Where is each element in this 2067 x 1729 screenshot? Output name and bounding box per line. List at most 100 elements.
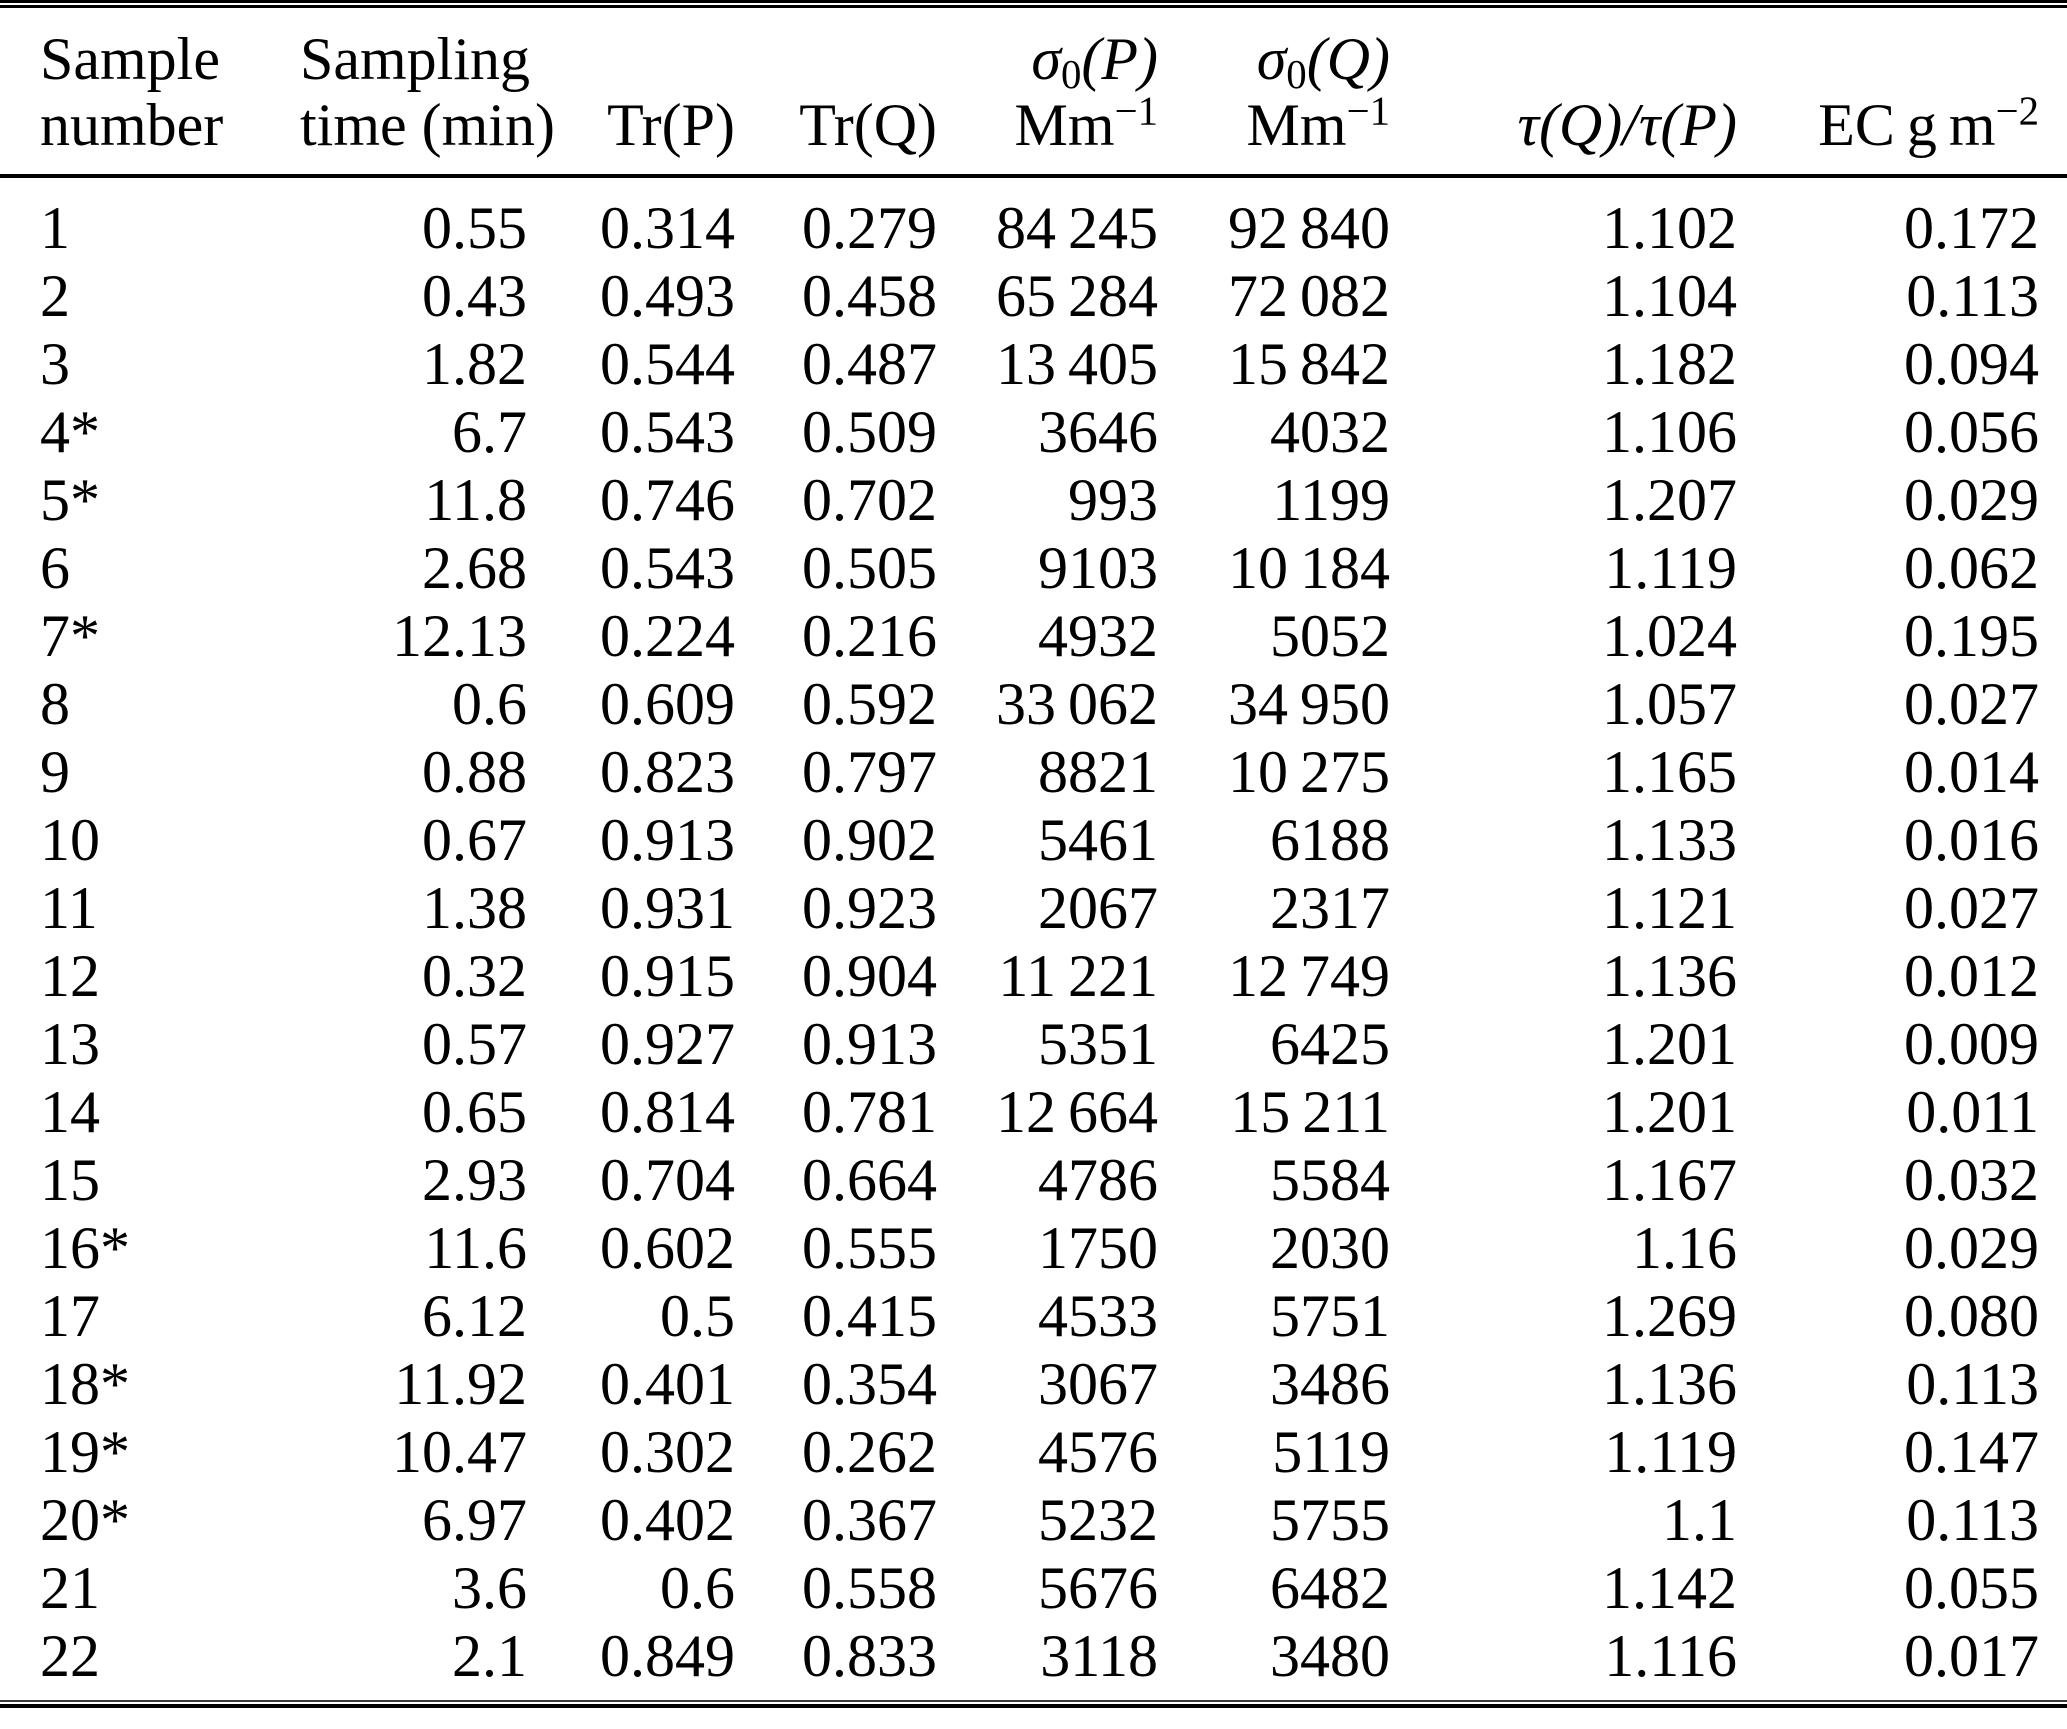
table-row: 22 2.1 0.849 0.833 3118 3480 1.116 0.017 <box>0 1622 2067 1700</box>
table-top-rule <box>0 0 2067 8</box>
cell-sigma0-q: 4032 <box>1270 399 1390 465</box>
cell-sigma0-q: 5119 <box>1272 1419 1390 1485</box>
cell-sigma0-p: 11 221 <box>998 943 1158 1009</box>
cell-sigma0-q: 3486 <box>1270 1351 1390 1417</box>
cell-sigma0-q: 1199 <box>1272 467 1390 533</box>
cell-sampling-time: 0.88 <box>422 739 527 805</box>
cell-sampling-time: 1.38 <box>422 875 527 941</box>
cell-ec: 0.032 <box>1904 1147 2039 1213</box>
col-header-tr-q: Tr(Q) <box>735 8 937 178</box>
header-tr-q-label: Tr(Q) <box>799 92 937 158</box>
cell-sigma0-p: 993 <box>1068 467 1158 533</box>
cell-tr-p: 0.823 <box>600 739 735 805</box>
cell-sigma0-p: 3118 <box>1040 1623 1158 1689</box>
cell-sigma0-p: 8821 <box>1038 739 1158 805</box>
cell-tr-q: 0.702 <box>802 467 937 533</box>
col-header-sigma0-q: σ0(Q) Mm−1 <box>1158 8 1390 178</box>
col-header-sigma0-p: σ0(P) Mm−1 <box>937 8 1158 178</box>
cell-tr-q: 0.797 <box>802 739 937 805</box>
cell-tr-p: 0.746 <box>600 467 735 533</box>
cell-tau-ratio: 1.119 <box>1604 1419 1737 1485</box>
col-header-sample-number: Sample number <box>0 8 300 178</box>
cell-sampling-time: 0.32 <box>422 943 527 1009</box>
cell-sampling-time: 0.65 <box>422 1079 527 1145</box>
cell-sampling-time: 11.92 <box>394 1351 527 1417</box>
ec-unit-base: EC g m <box>1818 92 1996 158</box>
header-row: Sample number Sampling time (min) Tr(P) … <box>0 8 2067 178</box>
table-row: 14 0.65 0.814 0.781 12 664 15 211 1.201 0.011 <box>0 1078 2067 1146</box>
table-row: 6 2.68 0.543 0.505 9103 10 184 1.119 0.062 <box>0 534 2067 602</box>
cell-tr-p: 0.402 <box>600 1487 735 1553</box>
cell-tr-p: 0.302 <box>600 1419 735 1485</box>
cell-tau-ratio: 1.116 <box>1604 1623 1737 1689</box>
sigma-subscript: 0 <box>1286 51 1307 97</box>
cell-sampling-time: 10.47 <box>392 1419 527 1485</box>
cell-tr-p: 0.493 <box>600 263 735 329</box>
table-row: 20* 6.97 0.402 0.367 5232 5755 1.1 0.113 <box>0 1486 2067 1554</box>
header-ec-label: EC g m−2 <box>1737 91 2039 158</box>
cell-tr-q: 0.487 <box>802 331 937 397</box>
cell-tau-ratio: 1.136 <box>1602 943 1737 1009</box>
cell-sigma0-p: 12 664 <box>995 1079 1158 1145</box>
cell-tr-q: 0.509 <box>802 399 937 465</box>
cell-sigma0-p: 4576 <box>1038 1419 1158 1485</box>
header-sigma0-q-symbol: σ0(Q) <box>1158 26 1390 95</box>
cell-tr-p: 0.401 <box>600 1351 735 1417</box>
cell-sigma0-q: 6188 <box>1270 807 1390 873</box>
table-row: 19* 10.47 0.302 0.262 4576 5119 1.119 0.147 <box>0 1418 2067 1486</box>
cell-sigma0-p: 4786 <box>1038 1147 1158 1213</box>
cell-ec: 0.195 <box>1904 603 2039 669</box>
cell-sample-number: 17 <box>40 1283 100 1349</box>
cell-sample-number: 4* <box>40 399 100 465</box>
cell-ec: 0.027 <box>1904 875 2039 941</box>
cell-tau-ratio: 1.201 <box>1602 1079 1737 1145</box>
cell-tr-p: 0.544 <box>600 331 735 397</box>
cell-tr-p: 0.849 <box>600 1623 735 1689</box>
sigma-glyph: σ <box>1256 26 1287 92</box>
header-sample-line2: number <box>40 92 224 158</box>
cell-sigma0-p: 1750 <box>1038 1215 1158 1281</box>
cell-sample-number: 2 <box>40 263 70 329</box>
cell-tau-ratio: 1.136 <box>1602 1351 1737 1417</box>
cell-ec: 0.009 <box>1904 1011 2039 1077</box>
table-row: 16* 11.6 0.602 0.555 1750 2030 1.16 0.029 <box>0 1214 2067 1282</box>
table-row: 12 0.32 0.915 0.904 11 221 12 749 1.136 0.012 <box>0 942 2067 1010</box>
cell-tr-q: 0.458 <box>802 263 937 329</box>
cell-tau-ratio: 1.1 <box>1662 1487 1737 1553</box>
cell-sampling-time: 2.1 <box>452 1623 527 1689</box>
col-header-tr-p: Tr(P) <box>527 8 735 178</box>
cell-sigma0-q: 2317 <box>1270 875 1390 941</box>
cell-sigma0-q: 15 211 <box>1230 1079 1390 1145</box>
cell-sample-number: 7* <box>40 603 100 669</box>
cell-tr-p: 0.609 <box>600 671 735 737</box>
cell-sigma0-p: 5232 <box>1038 1487 1158 1553</box>
cell-sigma0-p: 3646 <box>1038 399 1158 465</box>
table-row: 21 3.6 0.6 0.558 5676 6482 1.142 0.055 <box>0 1554 2067 1622</box>
cell-sigma0-q: 5584 <box>1270 1147 1390 1213</box>
col-header-ec: EC g m−2 <box>1737 8 2067 178</box>
cell-sigma0-p: 9103 <box>1038 535 1158 601</box>
cell-tr-p: 0.915 <box>600 943 735 1009</box>
cell-tr-q: 0.923 <box>802 875 937 941</box>
cell-sampling-time: 6.12 <box>422 1283 527 1349</box>
cell-sample-number: 10 <box>40 807 100 873</box>
cell-sampling-time: 0.43 <box>422 263 527 329</box>
cell-tr-q: 0.216 <box>802 603 937 669</box>
cell-tr-q: 0.913 <box>802 1011 937 1077</box>
cell-sigma0-p: 5351 <box>1038 1011 1158 1077</box>
cell-sigma0-q: 15 842 <box>1227 331 1390 397</box>
cell-tr-p: 0.602 <box>600 1215 735 1281</box>
table-row: 18* 11.92 0.401 0.354 3067 3486 1.136 0.113 <box>0 1350 2067 1418</box>
cell-sampling-time: 0.57 <box>422 1011 527 1077</box>
cell-ec: 0.080 <box>1904 1283 2039 1349</box>
cell-sampling-time: 11.8 <box>424 467 527 533</box>
cell-tr-p: 0.913 <box>600 807 735 873</box>
cell-sigma0-q: 12 749 <box>1227 943 1390 1009</box>
cell-sampling-time: 0.55 <box>422 195 527 261</box>
cell-ec: 0.147 <box>1904 1419 2039 1485</box>
cell-ec: 0.062 <box>1904 535 2039 601</box>
cell-tr-q: 0.367 <box>802 1487 937 1553</box>
cell-sigma0-p: 4932 <box>1038 603 1158 669</box>
cell-tr-p: 0.543 <box>600 399 735 465</box>
table-body: 1 0.55 0.314 0.279 84 245 92 840 1.102 0.172 2 0.… <box>0 176 2067 1700</box>
